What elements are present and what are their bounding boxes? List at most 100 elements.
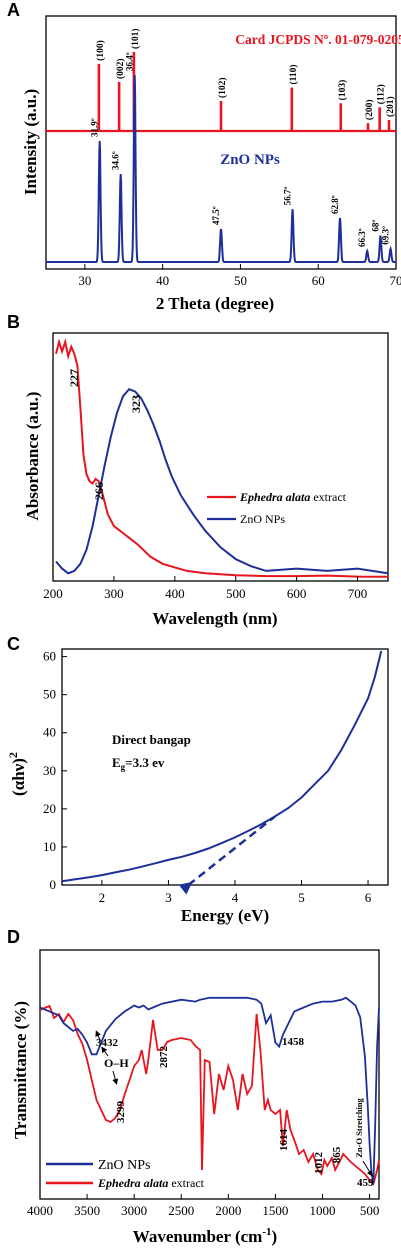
- panel-c-frame: [61, 648, 389, 886]
- panel-d-arrow-oh-down: [112, 1070, 119, 1085]
- panel-d-annotation-oh: O–H: [104, 1056, 129, 1070]
- panel-a-x-ticks: 30 40 50 60 70: [78, 264, 401, 288]
- panel-b-chart: 200 300 400 500 600 700 227 266 323 Ephedra a…: [23, 332, 389, 628]
- panel-b-x-ticks: 200 300 400 500 600 700: [43, 576, 367, 601]
- panel-d-y-title: Transmittance (%): [11, 1001, 30, 1139]
- panel-d-annotation-865: 865: [331, 1146, 343, 1163]
- panel-a-frame: [45, 15, 397, 270]
- panel-d-frame: [39, 949, 380, 1200]
- panel-letter-d: D: [7, 927, 20, 947]
- panel-b-annotation-266: 266: [92, 482, 106, 500]
- x-tick-label: 50: [234, 273, 247, 288]
- zno-peak-label: 47.5º: [211, 206, 221, 225]
- panel-b-extract-line: [55, 338, 389, 578]
- x-tick-label: 600: [287, 586, 307, 601]
- panel-d-annotation-1614: 1614: [278, 1129, 290, 1152]
- card-peak-label: (102): [217, 77, 228, 98]
- panel-d-annotation-3432: 3432: [96, 1037, 119, 1049]
- panel-c-x-title: Energy (eV): [181, 906, 269, 925]
- y-tick-label: 20: [43, 801, 56, 816]
- card-peak-label: (112): [376, 84, 387, 104]
- panel-letter-b: B: [7, 312, 20, 332]
- zno-peak-label: 34.6º: [111, 151, 121, 170]
- card-peak-label: (103): [337, 80, 348, 101]
- panel-d-arrow-oh-up: [101, 1046, 109, 1057]
- panel-d-annotation-459: 459: [357, 1177, 374, 1189]
- card-peak-label: (100): [95, 40, 106, 61]
- panel-a-y-title: Intensity (a.u.): [21, 89, 40, 195]
- zno-peak-label: 62.8º: [330, 195, 340, 214]
- panel-a-zno-series: 31.9º 34.6º 36.4º 47.5º 56.7º 62.8º 66.3º68º69…: [46, 52, 396, 263]
- panel-b-legend-extract: Ephedra alata extract: [239, 490, 347, 504]
- panel-c-tangent-line: [178, 815, 276, 895]
- panel-a-zno-label: ZnO NPs: [220, 152, 280, 168]
- panel-c-y-title: (αhν)2: [6, 752, 28, 796]
- panel-d-annotation-3299: 3299: [115, 1101, 127, 1124]
- x-tick-label: 5: [298, 890, 305, 905]
- panel-letter-c: C: [7, 634, 20, 654]
- x-tick-label: 4: [232, 890, 239, 905]
- y-tick-label: 50: [43, 687, 56, 702]
- x-tick-label: 2500: [168, 1203, 194, 1218]
- x-tick-label: 500: [226, 586, 246, 601]
- panel-c-annotation-eg: Eg=3.3 ev: [112, 755, 165, 772]
- panel-d-annotation-1012: 1012: [313, 1152, 325, 1175]
- panel-a-x-title: 2 Theta (degree): [156, 294, 274, 313]
- panel-b-annotation-227: 227: [67, 369, 81, 387]
- panel-d-x-ticks: 4000 3500 3000 2500 2000 1500 1000 500: [27, 1194, 379, 1218]
- zno-peak-label: 68º: [370, 220, 380, 232]
- panel-b-y-title: Absorbance (a.u.): [23, 392, 42, 521]
- panel-d-arrow-zno: [362, 1160, 373, 1177]
- panel-b-legend-zno: ZnO NPs: [240, 512, 285, 526]
- x-tick-label: 3000: [121, 1203, 147, 1218]
- x-tick-label: 200: [43, 586, 63, 601]
- x-tick-label: 40: [156, 273, 169, 288]
- zno-pattern-line: [46, 74, 396, 263]
- x-tick-label: 400: [165, 586, 185, 601]
- zno-peak-label: 66.3º: [357, 228, 367, 247]
- y-tick-label: 30: [43, 763, 56, 778]
- y-tick-label: 40: [43, 725, 56, 740]
- x-tick-label: 3: [165, 890, 172, 905]
- panel-d-zno-line: [39, 996, 380, 1184]
- zno-peak-label: 36.4º: [125, 52, 135, 71]
- card-peak-label: (101): [130, 28, 141, 49]
- x-tick-label: 60: [312, 273, 325, 288]
- zno-peak-label: 56.7º: [283, 186, 293, 205]
- y-tick-label: 10: [43, 839, 56, 854]
- card-peak-label: (200): [364, 100, 375, 121]
- x-tick-label: 70: [390, 273, 401, 288]
- panel-d-legend-extract: Ephedra alata extract: [97, 1176, 205, 1190]
- x-tick-label: 1000: [310, 1203, 336, 1218]
- card-peak-label: (002): [115, 58, 126, 79]
- x-tick-label: 2000: [215, 1203, 241, 1218]
- panel-b-x-title: Wavelength (nm): [152, 609, 277, 628]
- panel-a-card-label: Card JCPDS Nº. 01-079-0205: [235, 32, 401, 47]
- panel-b-zno-line: [55, 388, 389, 575]
- panel-b-annotation-323: 323: [129, 395, 143, 413]
- y-tick-label: 0: [50, 877, 57, 892]
- panel-d-x-title: Wavenumber (cm-1): [133, 1226, 277, 1246]
- panel-c-annotation-title: Direct bangap: [112, 732, 191, 747]
- panel-d-legend-zno: ZnO NPs: [98, 1158, 151, 1173]
- panel-letter-a: A: [7, 0, 20, 20]
- panel-d-chart: 4000 3500 3000 2500 2000 1500 1000 500 3432 O–H…: [11, 949, 380, 1246]
- x-tick-label: 1500: [262, 1203, 288, 1218]
- x-tick-label: 500: [360, 1203, 380, 1218]
- x-tick-label: 2: [99, 890, 106, 905]
- panel-d-arrow-3432: [95, 1030, 101, 1041]
- x-tick-label: 6: [365, 890, 372, 905]
- panel-b-frame: [52, 332, 389, 582]
- x-tick-label: 700: [348, 586, 368, 601]
- card-peak-label: (201): [385, 96, 396, 117]
- zno-peak-label: 31.9º: [90, 118, 100, 137]
- x-tick-label: 4000: [27, 1203, 53, 1218]
- panel-a-chart: (100) (002) (101) (102) (110) (103) (200)(112)…: [21, 15, 401, 313]
- panel-d-annotation-zno-stretching: Zn-O Stretching: [354, 1097, 364, 1157]
- panel-c-curve: [61, 650, 383, 883]
- x-tick-label: 3500: [74, 1203, 100, 1218]
- panel-d-annotation-2872: 2872: [158, 1046, 170, 1069]
- zno-peak-label: 69.3º: [381, 226, 391, 245]
